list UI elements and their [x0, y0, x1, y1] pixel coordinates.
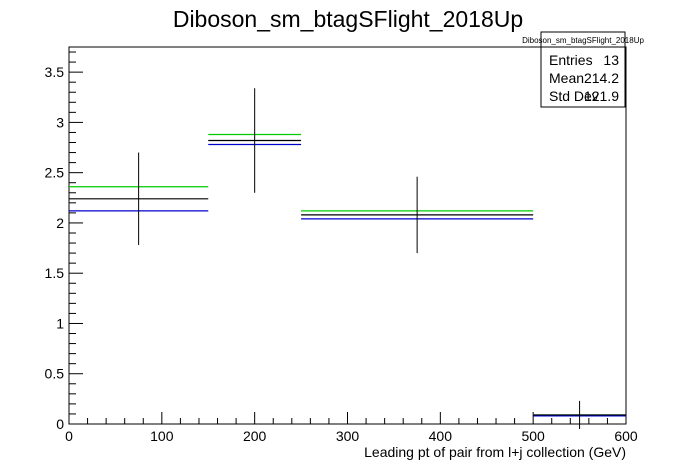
y-tick-label: 3.5 [45, 64, 65, 80]
stats-box-frame [540, 31, 626, 108]
y-axis-tick-labels: 0 0.5 1 1.5 2 2.5 3 3.5 [45, 64, 65, 432]
stats-stddev-value: 121.9 [584, 88, 619, 104]
x-tick-label: 300 [336, 428, 360, 444]
x-tick-label: 400 [429, 428, 453, 444]
y-tick-label: 0 [56, 416, 64, 432]
x-axis-label: Leading pt of pair from l+j collection (… [364, 444, 626, 460]
stats-mean-value: 214.2 [584, 70, 619, 86]
y-tick-label: 3 [56, 114, 64, 130]
stats-box-title: Diboson_sm_btagSFlight_2018Up [522, 36, 644, 45]
x-tick-label: 100 [150, 428, 174, 444]
histogram-series [69, 88, 626, 430]
y-tick-label: 1 [56, 315, 64, 331]
y-tick-label: 2.5 [45, 165, 65, 181]
x-tick-label: 200 [243, 428, 267, 444]
y-tick-label: 0.5 [45, 366, 65, 382]
x-tick-label: 0 [65, 428, 73, 444]
stats-entries-value: 13 [603, 52, 619, 68]
chart-title: Diboson_sm_btagSFlight_2018Up [173, 6, 523, 32]
y-tick-label: 2 [56, 215, 64, 231]
x-tick-label: 600 [614, 428, 638, 444]
stats-stddev-label: Std Dev [549, 88, 599, 104]
stats-entries-label: Entries [549, 52, 593, 68]
x-axis-tick-labels: 0 100 200 300 400 500 600 [65, 428, 638, 444]
x-tick-label: 500 [521, 428, 545, 444]
y-tick-label: 1.5 [45, 265, 65, 281]
y-axis-ticks [69, 51, 83, 425]
stats-box: Diboson_sm_btagSFlight_2018Up Entries 13… [522, 31, 644, 108]
stats-mean-label: Mean [549, 70, 584, 86]
